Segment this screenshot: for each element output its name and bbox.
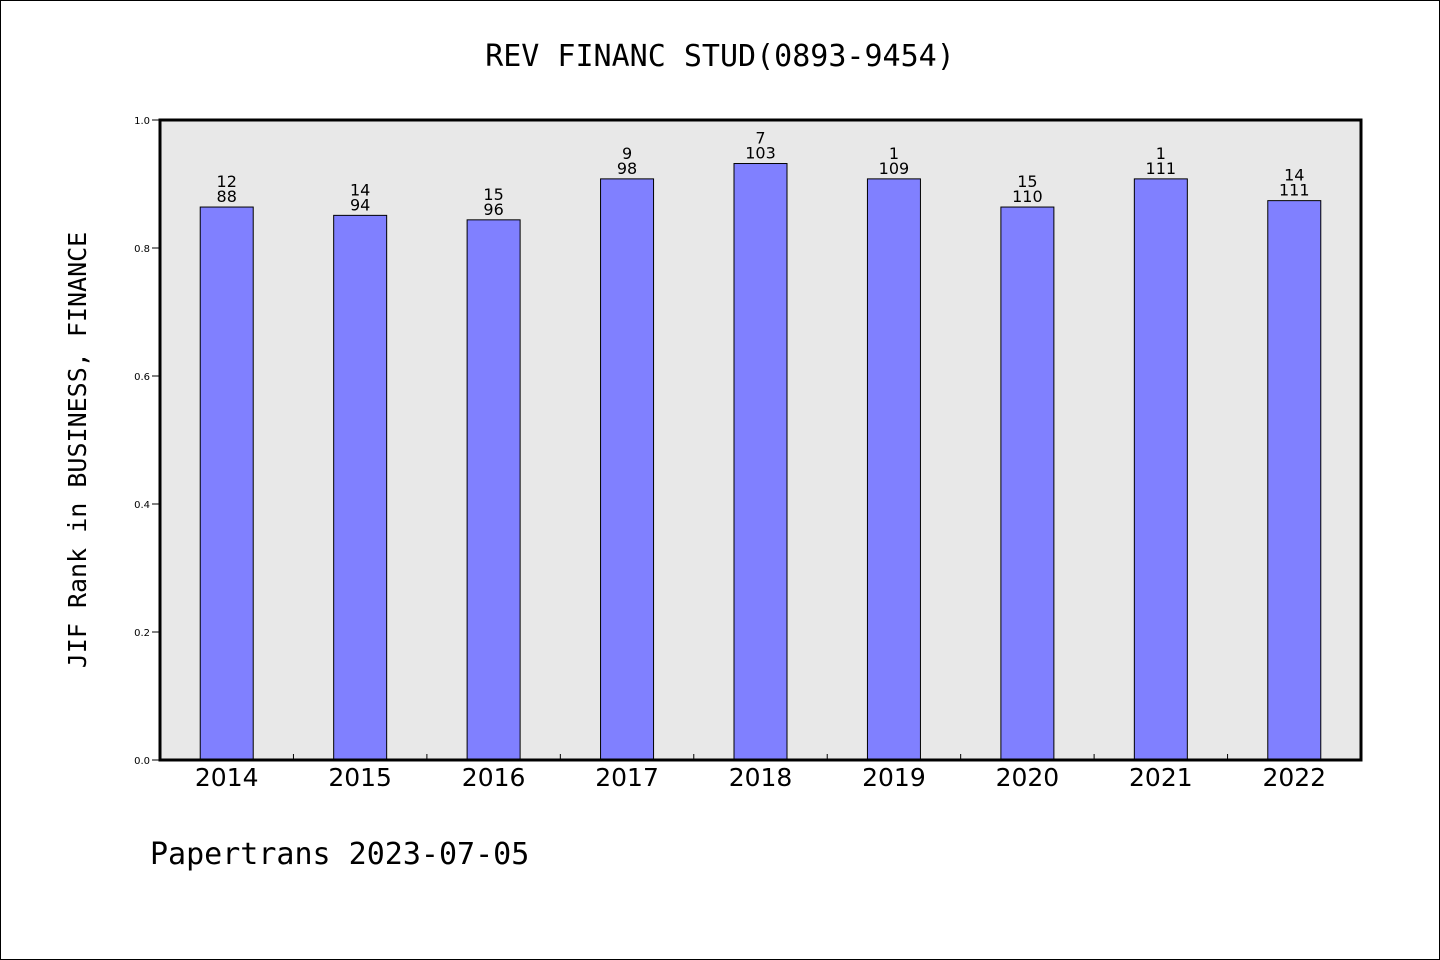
x-tick-label-2014: 2014 bbox=[195, 763, 259, 792]
footer-credit: Papertrans 2023-07-05 bbox=[150, 837, 529, 872]
bar-2020 bbox=[1000, 206, 1055, 761]
total-label-2022: 111 bbox=[1279, 181, 1310, 200]
rank-label-2022: 14 bbox=[1284, 166, 1304, 185]
total-label-2020: 110 bbox=[1012, 187, 1043, 206]
x-tick-label-2017: 2017 bbox=[595, 763, 659, 792]
bar-2016 bbox=[466, 219, 521, 761]
total-label-2016: 96 bbox=[483, 200, 503, 219]
x-tick-label-2018: 2018 bbox=[729, 763, 793, 792]
total-label-2018: 103 bbox=[745, 144, 776, 163]
x-tick-label-2021: 2021 bbox=[1129, 763, 1193, 792]
y-axis: 0.0 0.2 0.4 0.6 0.8 1.0 bbox=[134, 116, 160, 767]
bar-2014 bbox=[199, 206, 254, 761]
bar-2021 bbox=[1133, 178, 1188, 761]
y-tick-label-0.8: 0.8 bbox=[134, 244, 150, 255]
bar-2017 bbox=[600, 178, 655, 761]
y-axis-label: JIF Rank in BUSINESS, FINANCE bbox=[63, 232, 92, 669]
total-label-2014: 88 bbox=[217, 187, 237, 206]
y-tick-label-0.0: 0.0 bbox=[134, 756, 150, 767]
rank-label-2016: 15 bbox=[483, 185, 503, 204]
x-axis: 2014 2015 2016 2017 2018 2019 2020 2021 2022 bbox=[195, 754, 1326, 792]
x-tick-label-2016: 2016 bbox=[462, 763, 526, 792]
y-tick-label-0.2: 0.2 bbox=[134, 628, 150, 639]
bars bbox=[199, 163, 1322, 761]
rank-label-2014: 12 bbox=[217, 172, 237, 191]
plot-border bbox=[158, 118, 1363, 762]
x-tick-label-2020: 2020 bbox=[996, 763, 1060, 792]
bar-2015 bbox=[333, 214, 388, 761]
y-tick-label-0.4: 0.4 bbox=[134, 500, 150, 511]
rank-label-2018: 7 bbox=[755, 129, 765, 148]
total-label-2021: 111 bbox=[1146, 159, 1177, 178]
y-tick-label-1.0: 1.0 bbox=[134, 116, 150, 127]
chart-title: REV FINANC STUD(0893-9454) bbox=[485, 39, 955, 74]
x-tick-label-2022: 2022 bbox=[1262, 763, 1326, 792]
rank-label-2021: 1 bbox=[1156, 144, 1166, 163]
bar-2019 bbox=[866, 178, 921, 761]
total-label-2015: 94 bbox=[350, 195, 370, 214]
x-tick-label-2015: 2015 bbox=[328, 763, 392, 792]
rank-label-2019: 1 bbox=[889, 144, 899, 163]
rank-label-2020: 15 bbox=[1017, 172, 1037, 191]
rank-label-2015: 14 bbox=[350, 180, 370, 199]
x-tick-label-2019: 2019 bbox=[862, 763, 926, 792]
total-label-2017: 98 bbox=[617, 159, 637, 178]
bar-2022 bbox=[1267, 200, 1322, 761]
y-tick-label-0.6: 0.6 bbox=[134, 372, 150, 383]
rank-label-2017: 9 bbox=[622, 144, 632, 163]
total-label-2019: 109 bbox=[879, 159, 910, 178]
bar-2018 bbox=[733, 163, 788, 761]
